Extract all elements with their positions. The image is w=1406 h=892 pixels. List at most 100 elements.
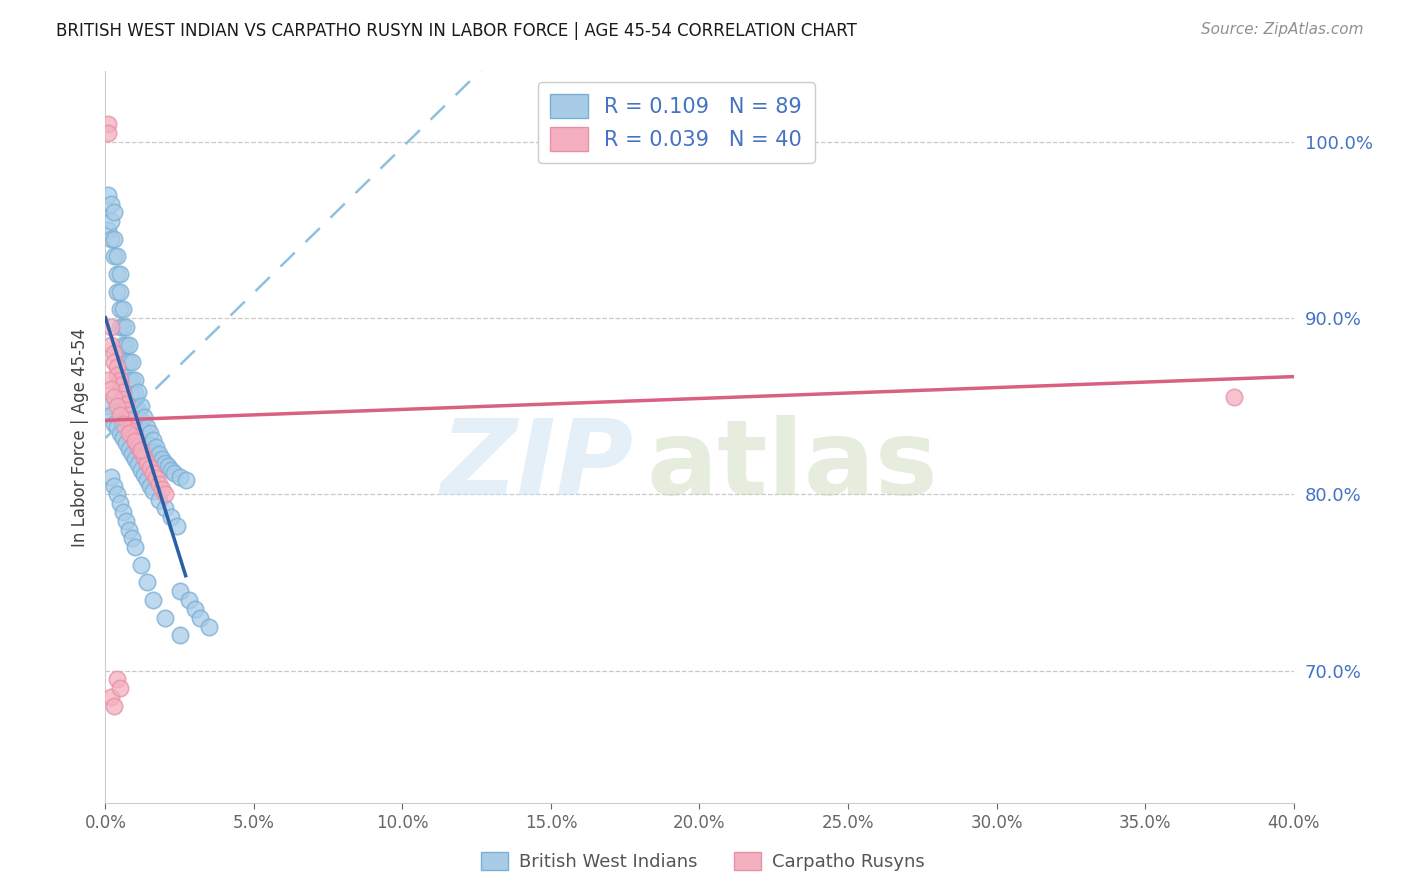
Point [115, 514, 138, 528]
Text: Source: ZipAtlas.com: Source: ZipAtlas.com [1201, 22, 1364, 37]
Point [103, 205, 125, 219]
Point [100, 196, 122, 211]
Point [121, 447, 143, 461]
Point [148, 447, 170, 461]
Point [129, 463, 152, 477]
Legend: R = 0.109   N = 89, R = 0.039   N = 40: R = 0.109 N = 89, R = 0.039 N = 40 [537, 82, 814, 163]
Point [159, 463, 181, 477]
Point [100, 214, 122, 228]
Point [97, 126, 120, 140]
Point [127, 385, 149, 400]
Point [100, 408, 122, 422]
Point [132, 424, 155, 438]
Point [145, 471, 167, 485]
Point [112, 320, 135, 334]
Point [142, 433, 165, 447]
Point [112, 385, 135, 400]
Text: BRITISH WEST INDIAN VS CARPATHO RUSYN IN LABOR FORCE | AGE 45-54 CORRELATION CHA: BRITISH WEST INDIAN VS CARPATHO RUSYN IN… [56, 22, 858, 40]
Point [118, 355, 141, 369]
Point [105, 360, 128, 375]
Point [100, 469, 122, 483]
Point [124, 402, 146, 417]
Point [118, 337, 141, 351]
Point [142, 467, 165, 481]
Point [103, 346, 125, 360]
Point [115, 320, 138, 334]
Point [124, 387, 146, 401]
Point [132, 409, 155, 424]
Point [118, 413, 141, 427]
Point [97, 399, 120, 413]
Point [142, 445, 165, 459]
Point [112, 417, 135, 431]
Point [110, 378, 132, 392]
Point [132, 450, 155, 465]
Point [103, 478, 125, 492]
Point [112, 302, 135, 317]
Point [105, 368, 128, 382]
Point [183, 602, 205, 616]
Point [142, 593, 165, 607]
Point [118, 373, 141, 387]
Point [110, 681, 132, 696]
Point [148, 476, 170, 491]
Point [127, 402, 149, 417]
Point [105, 267, 128, 281]
Point [121, 532, 143, 546]
Point [145, 440, 167, 454]
Legend: British West Indians, Carpatho Rusyns: British West Indians, Carpatho Rusyns [474, 845, 932, 879]
Point [103, 355, 125, 369]
Point [139, 478, 162, 492]
Point [110, 320, 132, 334]
Point [103, 698, 125, 713]
Point [136, 473, 159, 487]
Point [112, 431, 135, 445]
Point [124, 434, 146, 449]
Point [169, 584, 191, 599]
Point [124, 452, 146, 467]
Point [153, 611, 176, 625]
Point [105, 673, 128, 687]
Point [118, 523, 141, 537]
Point [127, 458, 149, 472]
Point [97, 373, 120, 387]
Point [115, 397, 138, 411]
Point [1223, 391, 1246, 405]
Point [124, 434, 146, 449]
Point [129, 399, 152, 413]
Point [169, 628, 191, 642]
Point [136, 456, 159, 470]
Point [129, 558, 152, 572]
Point [110, 496, 132, 510]
Point [105, 249, 128, 263]
Point [136, 575, 159, 590]
Point [148, 492, 170, 507]
Point [136, 420, 159, 434]
Point [153, 456, 176, 470]
Point [150, 482, 173, 496]
Point [110, 302, 132, 317]
Point [97, 117, 120, 131]
Point [115, 402, 138, 417]
Point [153, 501, 176, 516]
Point [110, 373, 132, 387]
Point [110, 408, 132, 422]
Point [112, 392, 135, 407]
Point [100, 690, 122, 704]
Point [121, 373, 143, 387]
Text: ZIP: ZIP [441, 416, 634, 517]
Point [118, 442, 141, 456]
Point [105, 399, 128, 413]
Point [139, 425, 162, 440]
Point [132, 467, 155, 482]
Y-axis label: In Labor Force | Age 45-54: In Labor Force | Age 45-54 [72, 327, 90, 547]
Point [118, 425, 141, 440]
Point [166, 519, 188, 533]
Point [103, 249, 125, 263]
Point [129, 445, 152, 459]
Point [139, 438, 162, 452]
Point [115, 337, 138, 351]
Point [100, 337, 122, 351]
Point [169, 469, 191, 483]
Point [115, 355, 138, 369]
